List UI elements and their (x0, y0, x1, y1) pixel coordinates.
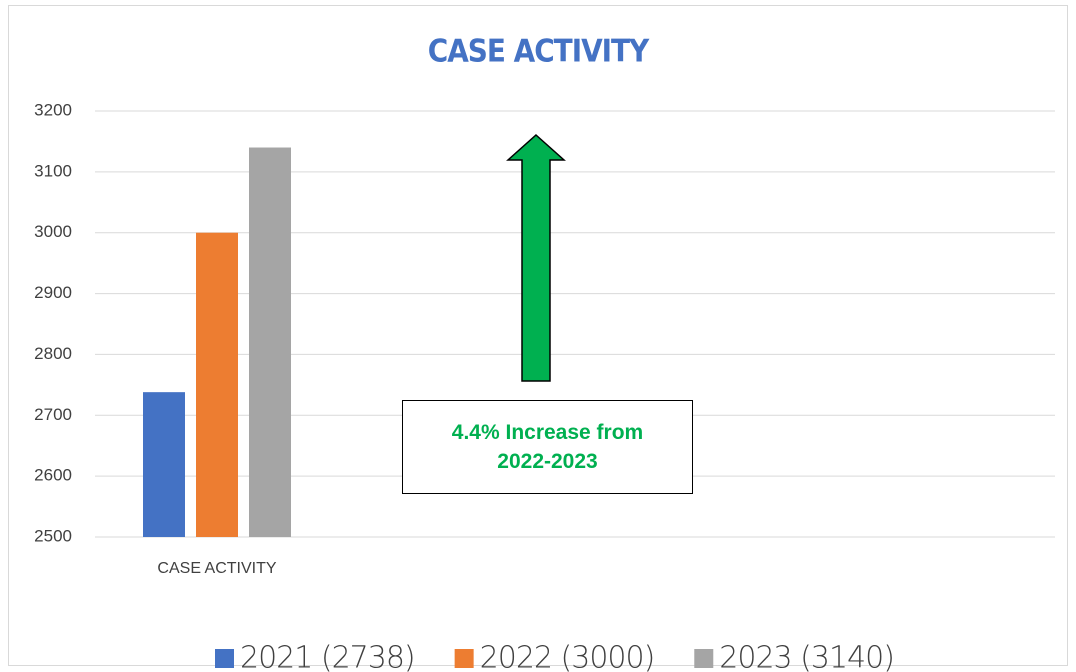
legend-swatch (454, 649, 474, 668)
bar (143, 392, 185, 537)
x-tick-label: CASE ACTIVITY (157, 560, 276, 577)
arrow (506, 133, 566, 382)
y-tick-label: 3000 (34, 222, 72, 241)
y-tick-label: 3100 (34, 161, 72, 180)
y-tick-label: 2800 (34, 344, 72, 363)
legend-swatch (215, 649, 234, 668)
legend-swatch (694, 649, 714, 668)
y-tick-label: 2700 (34, 405, 72, 424)
chart-title: CASE ACTIVITY (428, 34, 650, 70)
y-tick-label: 2600 (34, 466, 72, 485)
y-tick-label: 2500 (34, 526, 72, 545)
bar (249, 147, 291, 537)
legend-label: 2022 (3000) (480, 641, 655, 672)
y-tick-label: 2900 (34, 283, 72, 302)
annotation: 4.4% Increase from 2022-2023 (402, 400, 693, 494)
legend-label: 2023 (3140) (719, 641, 894, 672)
legend-label: 2021 (2738) (240, 641, 415, 672)
bar (196, 232, 238, 537)
y-tick-label: 3200 (34, 100, 72, 119)
